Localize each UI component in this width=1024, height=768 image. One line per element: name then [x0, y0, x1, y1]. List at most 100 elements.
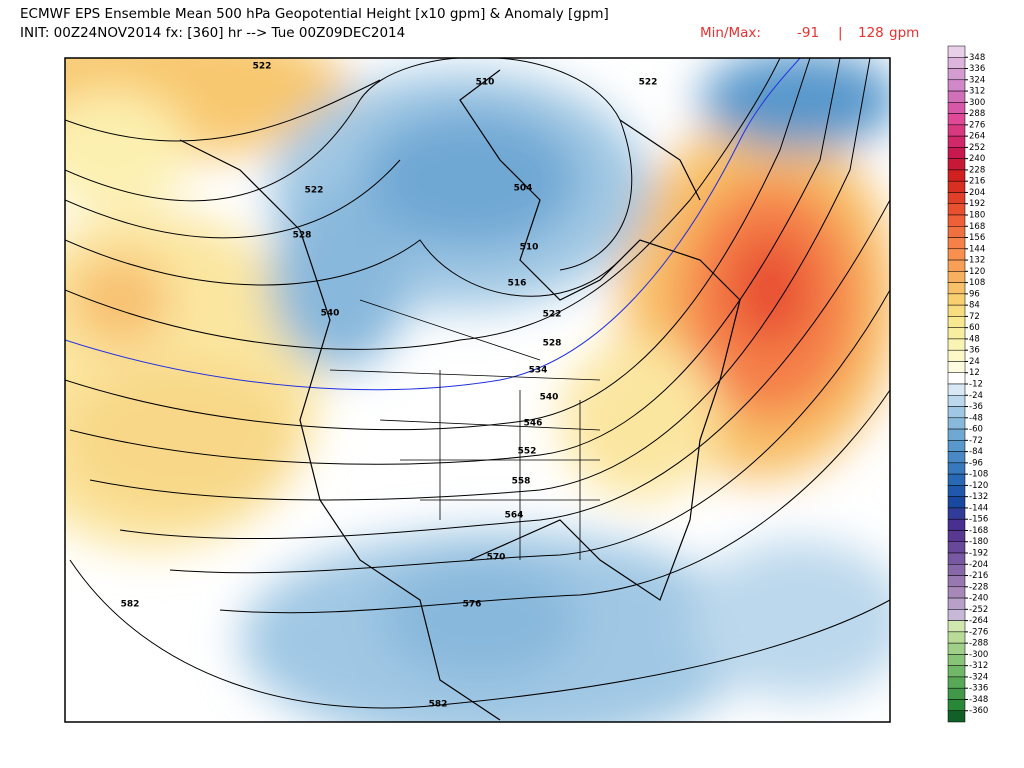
min-max: Min/Max: -91 | 128 gpm — [700, 25, 919, 41]
colorbar-label: -264 — [969, 616, 988, 626]
colorbar-box — [947, 124, 966, 137]
colorbar-box — [947, 586, 966, 599]
colorbar-box — [947, 79, 966, 92]
contour-label: 528 — [543, 339, 562, 349]
colorbar-label: -60 — [969, 425, 983, 435]
colorbar-box — [947, 349, 966, 362]
colorbar-label: -72 — [969, 436, 983, 446]
colorbar-label: -252 — [969, 605, 988, 615]
colorbar-label: 60 — [969, 323, 980, 333]
coastlines — [179, 69, 741, 721]
min-max-label: Min/Max: — [700, 25, 761, 41]
colorbar-label: 36 — [969, 346, 980, 356]
colorbar-box — [947, 665, 966, 678]
contour-label: 558 — [512, 477, 531, 487]
colorbar-box — [947, 57, 966, 69]
contour-label: 582 — [429, 700, 448, 710]
colorbar-label: 24 — [969, 357, 980, 367]
colorbar-box — [947, 642, 966, 655]
height-contours — [65, 58, 890, 709]
separator: | — [838, 25, 843, 41]
colorbar-label: -300 — [969, 650, 988, 660]
contour-label: 552 — [518, 447, 537, 457]
colorbar-box — [947, 440, 966, 452]
colorbar-box — [947, 564, 966, 576]
colorbar-box — [947, 180, 966, 193]
colorbar-box — [947, 372, 966, 385]
colorbar-box — [947, 699, 966, 711]
colorbar-label: 228 — [969, 165, 985, 175]
colorbar-box — [947, 428, 966, 441]
contour-labels: 522 510 522 522 528 540 504 510 516 522 528 534 540 5… — [121, 62, 658, 710]
unit: gpm — [889, 25, 919, 41]
colorbar-label: -84 — [969, 447, 983, 457]
colorbar-label: -336 — [969, 684, 988, 694]
contour-label: 576 — [463, 600, 482, 610]
colorbar-box — [947, 631, 966, 644]
colorbar-box — [947, 406, 966, 419]
colorbar-label: 132 — [969, 256, 985, 266]
colorbar-label: 348 — [969, 53, 985, 63]
colorbar-box — [947, 271, 966, 283]
colorbar-label: 48 — [969, 334, 980, 344]
colorbar-box — [947, 597, 966, 610]
colorbar-label: 144 — [969, 244, 985, 254]
colorbar-box — [947, 609, 966, 621]
colorbar-label: -348 — [969, 695, 988, 705]
colorbar-box — [947, 45, 966, 58]
colorbar-box — [947, 102, 966, 114]
colorbar-box — [947, 203, 966, 216]
colorbar-label: -192 — [969, 549, 988, 559]
colorbar-label: -36 — [969, 402, 983, 412]
colorbar-box — [947, 113, 966, 126]
colorbar-label: -276 — [969, 627, 988, 637]
colorbar-label: 240 — [969, 154, 985, 164]
colorbar-label: 156 — [969, 233, 985, 243]
colorbar-label: -216 — [969, 571, 988, 581]
colorbar-box — [947, 90, 966, 103]
contour-label: 546 — [524, 419, 543, 429]
contour-label: 582 — [121, 600, 140, 610]
colorbar-box — [947, 147, 966, 159]
colorbar-box — [947, 575, 966, 588]
colorbar-label: 192 — [969, 199, 985, 209]
colorbar-label: 300 — [969, 98, 985, 108]
colorbar-label: -324 — [969, 672, 988, 682]
colorbar-box — [947, 68, 966, 81]
colorbar-label: -168 — [969, 526, 988, 536]
colorbar-box — [947, 496, 966, 509]
colorbar-label: 276 — [969, 120, 985, 130]
max-value: 128 — [858, 25, 884, 41]
colorbar-label: -12 — [969, 380, 983, 390]
init-line: INIT: 00Z24NOV2014 fx: [360] hr --> Tue … — [20, 25, 405, 41]
colorbar-label: -180 — [969, 537, 988, 547]
colorbar-box — [947, 710, 966, 723]
colorbar-box — [947, 237, 966, 250]
colorbar-box — [947, 687, 966, 700]
colorbar-label: 216 — [969, 177, 985, 187]
colorbar-box — [947, 259, 966, 272]
colorbar-label: 108 — [969, 278, 985, 288]
colorbar-box — [947, 338, 966, 351]
colorbar-box — [947, 327, 966, 340]
contour-label: 534 — [529, 366, 548, 376]
colorbar-box — [947, 676, 966, 689]
contour-label: 540 — [540, 393, 559, 403]
contour-label: 570 — [487, 553, 506, 563]
map-frame — [64, 57, 891, 723]
colorbar-box — [947, 316, 966, 328]
political-borders — [329, 299, 601, 560]
colorbar-label: 168 — [969, 222, 985, 232]
colorbar-box — [947, 417, 966, 430]
colorbar-box — [947, 462, 966, 475]
colorbar-box — [947, 541, 966, 554]
colorbar-box — [947, 135, 966, 148]
colorbar-label: 72 — [969, 312, 980, 322]
colorbar-label: -288 — [969, 639, 988, 649]
colorbar-box — [947, 395, 966, 407]
colorbar-label: 312 — [969, 87, 985, 97]
map-area: 522 510 522 522 528 540 504 510 516 522 528 534 540 5… — [65, 58, 890, 722]
title: ECMWF EPS Ensemble Mean 500 hPa Geopoten… — [20, 6, 609, 22]
contour-label: 504 — [514, 184, 533, 194]
